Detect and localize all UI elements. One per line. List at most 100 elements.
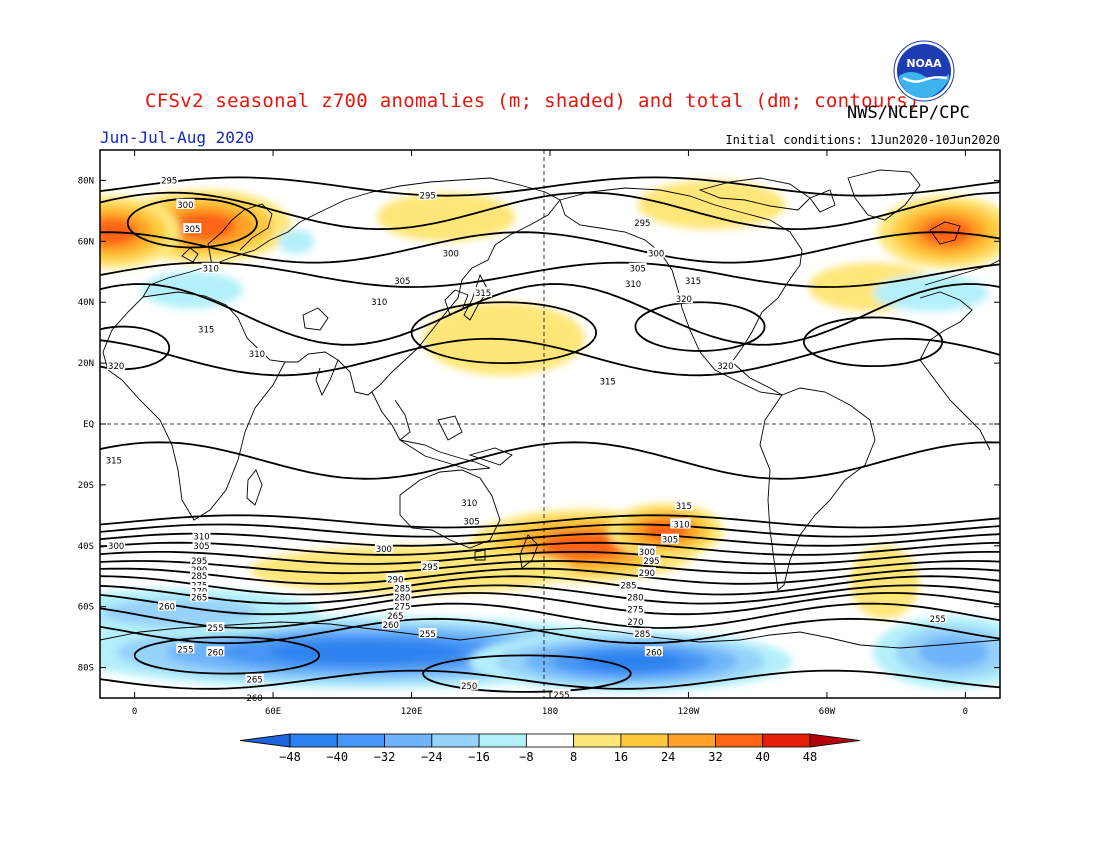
contour-label-bg [552, 688, 571, 699]
contour-label: 300 [376, 545, 392, 555]
contour-label-bg [633, 628, 652, 639]
contour-label-bg [624, 277, 643, 288]
lat-tick-label: 60S [78, 603, 94, 613]
lon-tick-label: 120W [678, 707, 700, 717]
contour-label-bg [192, 530, 211, 541]
contour-label: 295 [420, 192, 436, 202]
contour-label-bg [441, 247, 460, 258]
contour-label: 295 [634, 219, 650, 229]
contour-label: 265 [246, 676, 262, 686]
contour-label: 310 [625, 280, 641, 290]
initial-conditions-label: Initial conditions: 1Jun2020-10Jun2020 [725, 133, 1000, 147]
contour-label: 260 [159, 603, 175, 613]
contour-label-bg [192, 539, 211, 550]
contour-label: 255 [207, 624, 223, 634]
lat-tick-label: 80S [78, 664, 94, 674]
contour-label-bg [190, 591, 209, 602]
contour-label: 305 [193, 542, 209, 552]
contour-label: 285 [634, 630, 650, 640]
contour-label-bg [393, 582, 412, 593]
contour-label-bg [633, 217, 652, 228]
contour-label-bg [386, 609, 405, 620]
contour-line [100, 541, 1000, 556]
contour-line [100, 567, 1000, 585]
contour-label-bg [460, 679, 479, 690]
contour-label-bg [684, 274, 703, 285]
closed-contour [422, 654, 632, 693]
contour-label-bg [197, 323, 216, 334]
contour-line [100, 575, 1000, 596]
contour-label: 295 [161, 176, 177, 186]
contour-label: 255 [930, 615, 946, 625]
contour-label-bg [661, 533, 679, 544]
season-label: Jun-Jul-Aug 2020 [100, 128, 255, 147]
contour-label-bg [598, 375, 617, 386]
contour-label-bg [628, 262, 647, 273]
contour-line [100, 523, 1000, 538]
contour-label-bg [245, 673, 264, 684]
contour-label-bg [190, 564, 209, 575]
contour-label: 265 [191, 594, 207, 604]
contour-label-bg [474, 287, 493, 298]
agency-label: NWS/NCEP/CPC [847, 103, 970, 123]
contour-label: 255 [420, 630, 436, 640]
contour-label: 305 [463, 517, 479, 527]
contour-label: 300 [443, 250, 459, 260]
contour-label: 295 [191, 557, 207, 567]
contour-label-bg [626, 591, 645, 602]
lat-tick-label: 20N [78, 359, 94, 369]
contour-label: 300 [108, 542, 124, 552]
contour-line [100, 669, 1000, 690]
contour-label-bg [190, 585, 209, 596]
contour-label-bg [247, 347, 266, 358]
contour-label: 320 [676, 295, 692, 305]
lon-tick-label: 0 [963, 707, 968, 717]
contour-label-bg [107, 539, 126, 550]
map-title: CFSv2 seasonal z700 anomalies (m; shaded… [145, 90, 920, 112]
contour-line [100, 560, 1000, 575]
contour-line [100, 532, 1000, 547]
contour-line [100, 584, 1000, 605]
anomaly-blob [141, 271, 244, 309]
contour-label-bg [386, 573, 405, 584]
noaa-logo-icon: NOAA [893, 40, 955, 102]
contour-label: 315 [198, 326, 214, 336]
contour-label: 300 [639, 548, 655, 558]
contour-label-bg [462, 515, 481, 526]
anomaly-blob [172, 212, 236, 240]
contour-label-bg [245, 692, 264, 702]
contour-label-bg [370, 296, 389, 307]
contour-label: 310 [371, 298, 387, 308]
contour-label-bg [626, 615, 645, 626]
contour-line [100, 231, 1000, 264]
contour-label: 315 [676, 502, 692, 512]
contour-line [100, 514, 1000, 529]
contour-label: 305 [184, 225, 200, 235]
contour-line [100, 261, 1000, 288]
contour-label: 260 [207, 648, 223, 658]
contour-label: 290 [387, 575, 403, 585]
lat-tick-label: 20S [78, 481, 94, 491]
anomaly-blob [918, 636, 989, 669]
contour-label-bg [183, 223, 202, 234]
contour-label: 255 [177, 645, 193, 655]
contour-label: 265 [387, 612, 403, 622]
contour-label-bg [418, 628, 437, 639]
contour-label-bg [672, 518, 691, 529]
contour-label: 295 [422, 563, 438, 573]
contour-label: 310 [249, 350, 265, 360]
contour-label-bg [201, 262, 220, 273]
contour-label: 285 [191, 572, 207, 582]
contour-label: 305 [394, 277, 410, 287]
contour-label: 250 [461, 682, 477, 692]
lon-tick-label: 180 [542, 707, 558, 717]
contour-label: 315 [600, 377, 616, 387]
contour-line [100, 441, 1000, 480]
closed-contour [410, 301, 598, 365]
contour-label: 260 [646, 648, 662, 658]
contour-label-bg [642, 555, 661, 565]
contour-label-bg [421, 561, 439, 572]
anomaly-blob [376, 192, 516, 242]
contour-label: 320 [717, 362, 733, 372]
contour-line [100, 551, 1000, 565]
